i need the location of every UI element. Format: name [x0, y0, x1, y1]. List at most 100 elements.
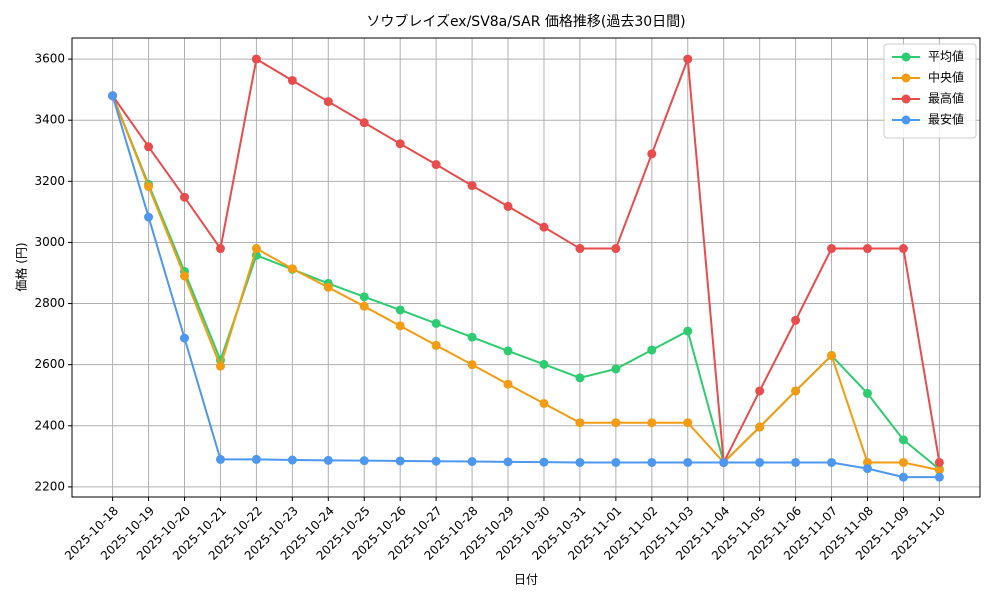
- y-tick-label: 2400: [34, 418, 65, 432]
- data-point: [467, 457, 477, 467]
- data-point: [323, 282, 333, 292]
- data-point: [898, 244, 908, 254]
- data-point: [287, 75, 297, 85]
- legend-label: 中央値: [928, 70, 964, 85]
- data-point: [251, 54, 261, 64]
- y-tick-label: 2600: [34, 357, 65, 371]
- data-point: [898, 435, 908, 445]
- legend-label: 最安値: [928, 112, 964, 127]
- data-point: [647, 457, 657, 467]
- data-point: [611, 418, 621, 428]
- y-tick-label: 3600: [34, 52, 65, 66]
- data-point: [395, 305, 405, 315]
- data-point: [431, 318, 441, 328]
- data-point: [251, 454, 261, 464]
- data-point: [503, 379, 513, 389]
- data-point: [611, 364, 621, 374]
- data-point: [144, 212, 154, 222]
- data-point: [934, 457, 944, 467]
- data-point: [251, 244, 261, 254]
- data-point: [575, 244, 585, 254]
- data-point: [180, 192, 190, 202]
- data-point: [503, 346, 513, 356]
- data-point: [683, 418, 693, 428]
- data-point: [395, 139, 405, 149]
- data-point: [108, 91, 118, 101]
- y-tick-label: 2200: [34, 479, 65, 493]
- y-tick-label: 3200: [34, 174, 65, 188]
- data-point: [683, 54, 693, 64]
- data-point: [503, 201, 513, 211]
- data-point: [215, 361, 225, 371]
- data-point: [395, 321, 405, 331]
- data-point: [862, 244, 872, 254]
- data-point: [215, 454, 225, 464]
- data-point: [647, 345, 657, 355]
- legend-label: 最高値: [928, 91, 964, 106]
- data-point: [539, 398, 549, 408]
- data-point: [323, 455, 333, 465]
- data-point: [467, 332, 477, 342]
- data-point: [539, 457, 549, 467]
- data-point: [898, 472, 908, 482]
- data-point: [791, 386, 801, 396]
- legend-marker: [901, 115, 911, 125]
- data-point: [431, 340, 441, 350]
- series-line: [111, 57, 941, 467]
- data-point: [359, 456, 369, 466]
- data-point: [683, 457, 693, 467]
- series-line: [111, 95, 940, 479]
- data-point: [862, 464, 872, 474]
- legend-marker: [901, 52, 911, 62]
- x-axis-label: 日付: [514, 573, 538, 587]
- data-point: [431, 456, 441, 466]
- data-point: [503, 457, 513, 467]
- data-point: [755, 422, 765, 432]
- data-point: [395, 456, 405, 466]
- data-point: [827, 457, 837, 467]
- data-point: [575, 457, 585, 467]
- data-point: [683, 326, 693, 336]
- data-point: [287, 455, 297, 465]
- data-point: [359, 118, 369, 128]
- data-point: [755, 457, 765, 467]
- legend-marker: [901, 94, 911, 104]
- data-point: [611, 244, 621, 254]
- data-point: [431, 160, 441, 170]
- legend-label: 平均値: [928, 49, 964, 64]
- series-line: [111, 95, 940, 472]
- data-point: [898, 457, 908, 467]
- data-point: [827, 244, 837, 254]
- y-axis-label: 価格 (円): [14, 242, 29, 291]
- data-point: [827, 351, 837, 361]
- data-point: [323, 97, 333, 107]
- data-point: [180, 271, 190, 281]
- y-tick-label: 3400: [34, 113, 65, 127]
- data-point: [647, 149, 657, 159]
- data-point: [791, 457, 801, 467]
- data-point: [144, 142, 154, 152]
- data-point: [467, 360, 477, 370]
- data-point: [647, 418, 657, 428]
- data-point: [144, 182, 154, 192]
- data-point: [539, 222, 549, 232]
- y-tick-label: 2800: [34, 296, 65, 310]
- data-point: [467, 181, 477, 191]
- data-point: [791, 315, 801, 325]
- chart-title: ソウブレイズex/SV8a/SAR 価格推移(過去30日間): [366, 13, 685, 30]
- data-point: [862, 388, 872, 398]
- data-point: [934, 472, 944, 482]
- data-point: [215, 244, 225, 254]
- data-point: [934, 465, 944, 475]
- data-point: [755, 386, 765, 396]
- data-point: [287, 264, 297, 274]
- y-tick-label: 3000: [34, 235, 65, 249]
- data-point: [575, 373, 585, 383]
- data-point: [719, 457, 729, 467]
- data-point: [575, 418, 585, 428]
- data-point: [611, 457, 621, 467]
- plot-frame: [71, 37, 981, 498]
- data-point: [359, 301, 369, 311]
- data-point: [180, 333, 190, 343]
